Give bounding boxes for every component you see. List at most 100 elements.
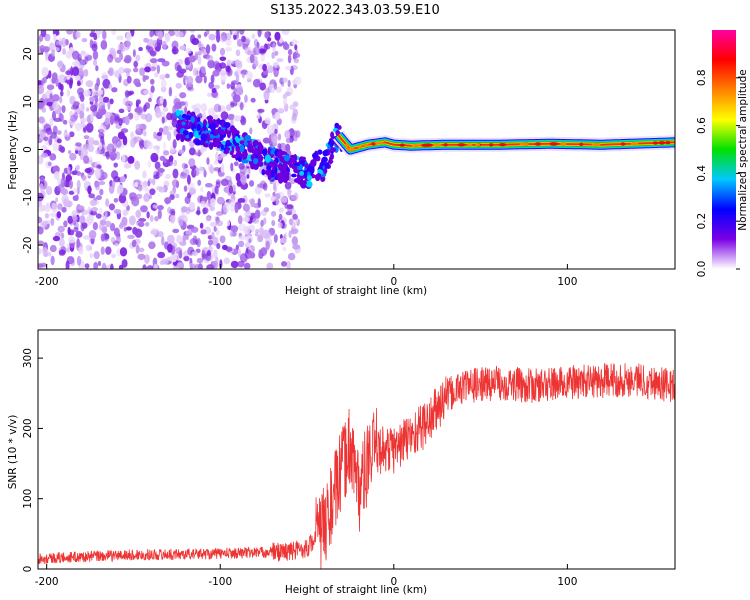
noise-blob [91, 43, 98, 52]
noise-blob [205, 30, 210, 36]
noise-blob [122, 135, 128, 146]
noise-blob [253, 46, 261, 56]
noise-blob [234, 204, 239, 214]
noise-blob [280, 261, 288, 267]
noise-blob [244, 94, 248, 103]
noise-blob [237, 215, 243, 225]
colorbar-gradient [712, 30, 736, 269]
noise-blob [108, 203, 116, 211]
noise-blob [80, 222, 85, 232]
noise-blob [179, 241, 187, 246]
ridge-blob [324, 162, 330, 169]
ridge-blob [225, 147, 230, 152]
noise-blob [287, 49, 293, 56]
noise-blob [172, 139, 177, 149]
noise-blob [266, 262, 274, 269]
noise-blob [131, 181, 137, 188]
noise-blob [230, 225, 239, 233]
noise-blob [244, 242, 251, 248]
noise-blob [159, 74, 166, 80]
ridge-blob [203, 119, 207, 127]
noise-blob [38, 116, 45, 124]
noise-blob [293, 57, 300, 64]
noise-blob [80, 117, 88, 123]
noise-blob [88, 246, 93, 251]
noise-blob [286, 204, 294, 210]
noise-blob [75, 164, 80, 171]
colorbar-tick-label: 0.4 [696, 165, 708, 182]
noise-blob [125, 226, 132, 231]
noise-blob [49, 117, 54, 127]
colorbar-label: Normalized spectral amplitude [737, 69, 749, 230]
noise-blob [76, 179, 81, 190]
noise-blob [135, 123, 142, 132]
noise-blob [241, 73, 245, 79]
noise-blob [96, 195, 102, 201]
snr-x-label: Height of straight line (km) [285, 584, 427, 596]
noise-blob [52, 101, 60, 111]
noise-blob [118, 67, 125, 74]
hot-spot [665, 140, 671, 145]
noise-blob [38, 84, 45, 95]
noise-blob [154, 216, 159, 222]
ridge-blob [239, 140, 245, 145]
ridge-blob [335, 129, 341, 137]
noise-blob [182, 30, 187, 35]
noise-blob [195, 75, 203, 84]
noise-blob [93, 59, 98, 67]
noise-blob [58, 249, 66, 256]
noise-blob [107, 53, 114, 63]
noise-blob [281, 30, 290, 36]
noise-blob [41, 66, 49, 77]
noise-blob [118, 108, 125, 114]
noise-blob [176, 235, 183, 244]
hot-spot [658, 141, 666, 145]
noise-blob [107, 99, 111, 110]
ridge-blob [316, 172, 322, 179]
spectrogram-x-ticks: -200 -100 0 100 [35, 264, 577, 288]
noise-blob [183, 255, 190, 262]
noise-blob [43, 123, 52, 132]
noise-blob [211, 87, 217, 93]
noise-blob [109, 47, 116, 56]
noise-blob [207, 107, 216, 117]
noise-blob [38, 216, 43, 224]
noise-blob [48, 70, 52, 79]
hot-spot [357, 145, 363, 149]
noise-blob [201, 249, 206, 260]
noise-blob [168, 86, 173, 97]
noise-blob [225, 104, 232, 111]
ridge-blob [224, 121, 231, 128]
noise-blob [258, 48, 267, 54]
noise-blob [254, 186, 262, 195]
noise-blob [283, 97, 287, 106]
noise-blob [113, 209, 122, 214]
noise-blob [98, 180, 106, 186]
noise-blob [88, 193, 95, 199]
noise-blob [247, 49, 252, 56]
noise-blob [50, 131, 57, 139]
noise-blob [175, 247, 183, 255]
noise-blob [160, 79, 167, 88]
noise-blob [98, 141, 103, 151]
noise-blob [120, 176, 126, 183]
noise-blob [87, 138, 95, 145]
colorbar-tick-label: 0.8 [696, 69, 708, 86]
ridge-blob [282, 170, 290, 177]
ridge-blob [280, 151, 288, 155]
noise-blob [96, 77, 101, 87]
ridge-blob [276, 151, 283, 159]
noise-blob [63, 198, 69, 208]
noise-blob [58, 74, 66, 84]
noise-blob [41, 78, 45, 87]
ridge-blob [277, 162, 283, 171]
noise-blob [233, 115, 242, 122]
noise-blob [206, 249, 211, 257]
noise-blob [274, 31, 281, 41]
noise-blob [292, 136, 298, 142]
noise-blob [63, 167, 68, 174]
noise-blob [68, 179, 74, 189]
noise-blob [39, 44, 45, 52]
hot-spot [498, 143, 507, 147]
noise-blob [122, 209, 129, 217]
